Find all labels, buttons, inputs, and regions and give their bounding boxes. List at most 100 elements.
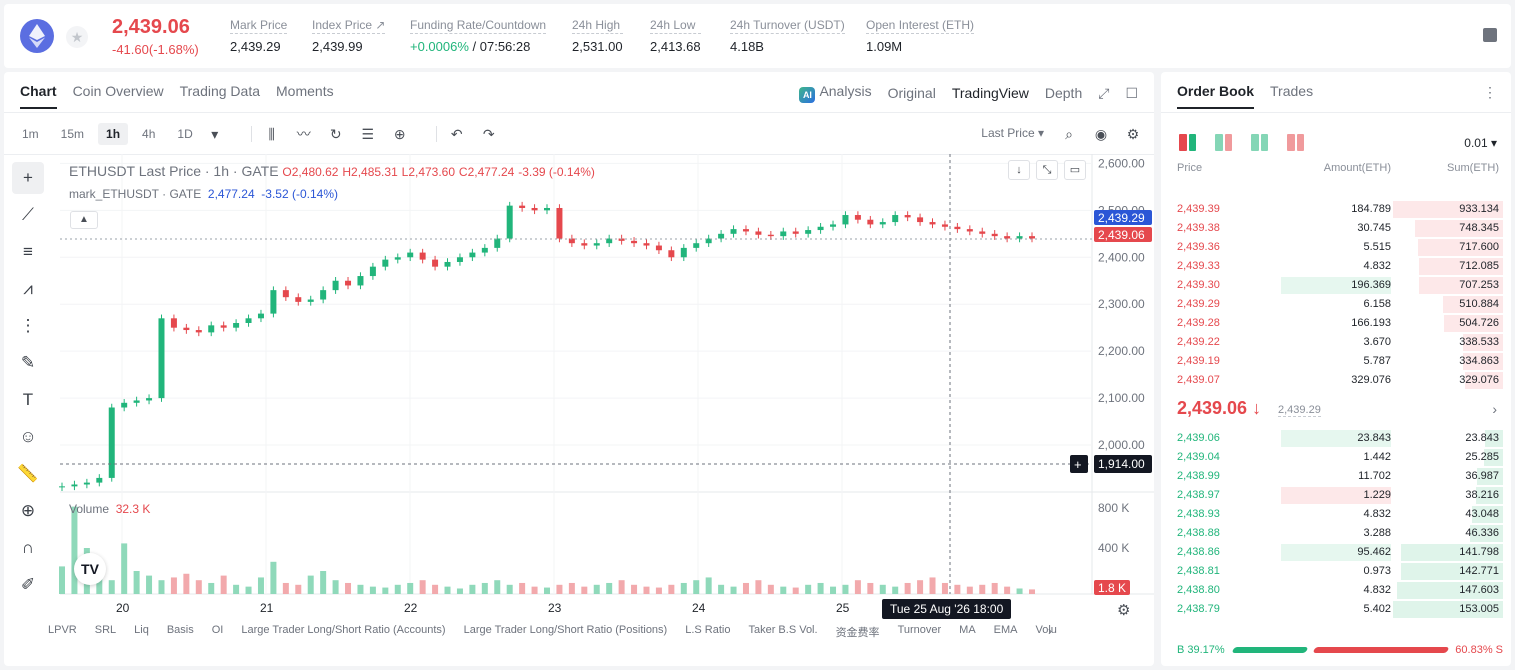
favorite-star-icon[interactable]: ★: [66, 26, 88, 48]
ask-row[interactable]: 2,439.33 4.832 712.085: [1161, 257, 1511, 276]
timeframe-1h[interactable]: 1h: [98, 123, 129, 145]
indicator-ls-positions[interactable]: Large Trader Long/Short Ratio (Positions…: [463, 624, 668, 636]
text-tool-icon[interactable]: T: [22, 390, 34, 409]
mode-asks-icon[interactable]: [1287, 134, 1304, 151]
indicator-ma[interactable]: MA: [959, 624, 976, 636]
ask-row[interactable]: 2,439.39 184.789 933.134: [1161, 200, 1511, 219]
price-type-select[interactable]: Last Price ▾: [981, 126, 1044, 140]
indicator-taker-vol[interactable]: Taker B.S Vol.: [748, 624, 818, 636]
tab-chart[interactable]: Chart: [20, 83, 57, 109]
ruler-icon[interactable]: 📏: [17, 464, 39, 483]
bid-amount-highlight: [1281, 544, 1391, 561]
scroll-down-icon[interactable]: ↓: [1008, 160, 1030, 180]
bid-row[interactable]: 2,438.80 4.832 147.603: [1161, 581, 1511, 600]
expand-icon[interactable]: ⤢: [1098, 84, 1110, 101]
ask-row[interactable]: 2,439.07 329.076 329.076: [1161, 371, 1511, 390]
horizontal-lines-icon[interactable]: ≡: [23, 242, 33, 261]
fib-icon[interactable]: ⋮: [19, 316, 37, 335]
view-tradingview[interactable]: TradingView: [951, 85, 1029, 101]
settings-gear-icon[interactable]: ⚙: [1126, 126, 1140, 142]
book-icon[interactable]: [1483, 28, 1497, 42]
tab-trading-data[interactable]: Trading Data: [179, 83, 261, 99]
candle-body: [394, 257, 401, 260]
bid-row[interactable]: 2,438.79 5.402 153.005: [1161, 600, 1511, 619]
collapse-icon[interactable]: ⤡: [1036, 160, 1058, 180]
bid-row[interactable]: 2,438.99 11.702 36.987: [1161, 467, 1511, 486]
refresh-icon[interactable]: ↻: [329, 126, 342, 142]
ask-row[interactable]: 2,439.28 166.193 504.726: [1161, 314, 1511, 333]
ask-row[interactable]: 2,439.22 3.670 338.533: [1161, 333, 1511, 352]
ask-row[interactable]: 2,439.30 196.369 707.253: [1161, 276, 1511, 295]
bid-row[interactable]: 2,438.93 4.832 43.048: [1161, 505, 1511, 524]
indicator-liq[interactable]: Liq: [134, 624, 149, 636]
bid-row[interactable]: 2,439.06 23.843 23.843: [1161, 429, 1511, 448]
indicator-ls-ratio[interactable]: L.S Ratio: [685, 624, 731, 636]
ask-row[interactable]: 2,439.36 5.515 717.600: [1161, 238, 1511, 257]
timeframe-15m[interactable]: 15m: [60, 127, 85, 141]
mode-both-icon[interactable]: [1179, 134, 1196, 151]
ask-row[interactable]: 2,439.19 5.787 334.863: [1161, 352, 1511, 371]
mark-price-tag: [1094, 210, 1152, 225]
indicator-srl[interactable]: SRL: [94, 624, 117, 636]
brush-icon[interactable]: ✎: [20, 353, 36, 372]
emoji-icon[interactable]: ☺: [19, 427, 37, 446]
tab-moments[interactable]: Moments: [276, 83, 334, 99]
zoom-in-icon[interactable]: ⊕: [20, 501, 36, 520]
more-options-icon[interactable]: ⋮: [1483, 84, 1497, 100]
templates-icon[interactable]: ☰: [361, 126, 375, 142]
add-indicator-icon[interactable]: ⊕: [393, 126, 406, 142]
mode-both-alt-icon[interactable]: [1215, 134, 1232, 151]
indicators-icon[interactable]: 〰: [296, 126, 311, 142]
chevron-right-icon[interactable]: ›: [1492, 401, 1497, 417]
stat-index-price[interactable]: Index Price ↗ 2,439.99: [312, 18, 386, 54]
bid-price: 2,438.99: [1177, 470, 1220, 482]
indicator-oi[interactable]: OI: [211, 624, 224, 636]
timeframe-4h[interactable]: 4h: [142, 127, 156, 141]
indicator-funding-rate[interactable]: 资金费率: [835, 627, 880, 639]
ask-row[interactable]: 2,439.38 30.745 748.345: [1161, 219, 1511, 238]
redo-icon[interactable]: ↷: [482, 126, 495, 142]
indicator-ema[interactable]: EMA: [993, 624, 1018, 636]
precision-select[interactable]: 0.01 ▾: [1464, 136, 1497, 150]
indicator-basis[interactable]: Basis: [166, 624, 194, 636]
magnet-icon[interactable]: ∩: [21, 538, 35, 557]
bid-row[interactable]: 2,439.04 1.442 25.285: [1161, 448, 1511, 467]
trend-line-icon[interactable]: ⟋: [22, 205, 34, 224]
timeframe-dropdown-icon[interactable]: ▾: [211, 126, 219, 142]
window-icon[interactable]: ☐: [1125, 84, 1138, 101]
pattern-icon[interactable]: ⩘: [23, 279, 33, 298]
search-icon[interactable]: ⌕: [1065, 126, 1073, 142]
view-analysis[interactable]: AI Analysis: [799, 83, 872, 103]
bid-row[interactable]: 2,438.97 1.229 38.216: [1161, 486, 1511, 505]
view-depth[interactable]: Depth: [1044, 85, 1083, 101]
ask-row[interactable]: 2,439.29 6.158 510.884: [1161, 295, 1511, 314]
timeframe-1m[interactable]: 1m: [22, 127, 39, 141]
pencil-lock-icon[interactable]: ✐: [20, 575, 36, 594]
indicator-volume[interactable]: Volu: [1035, 624, 1057, 636]
view-original[interactable]: Original: [887, 85, 936, 101]
candle-type-icon[interactable]: ⫼: [268, 126, 275, 142]
mode-bids-icon[interactable]: [1251, 134, 1268, 151]
axis-settings-icon[interactable]: ⚙: [1117, 602, 1131, 619]
ask-amount: 329.076: [1351, 374, 1391, 386]
tab-trades[interactable]: Trades: [1270, 83, 1314, 99]
stat-funding-rate: Funding Rate/Countdown +0.0006% / 07:56:…: [410, 18, 547, 54]
chevron-right-icon[interactable]: ›: [1048, 624, 1052, 638]
candle-body: [158, 318, 165, 399]
bid-row[interactable]: 2,438.88 3.288 46.336: [1161, 524, 1511, 543]
tab-order-book[interactable]: Order Book: [1177, 83, 1255, 109]
bid-row[interactable]: 2,438.86 95.462 141.798: [1161, 543, 1511, 562]
tab-coin-overview[interactable]: Coin Overview: [72, 83, 164, 99]
camera-icon[interactable]: ◉: [1094, 126, 1108, 142]
crosshair-icon[interactable]: +: [12, 162, 44, 194]
indicator-ls-accounts[interactable]: Large Trader Long/Short Ratio (Accounts): [241, 624, 446, 636]
indicator-turnover[interactable]: Turnover: [897, 624, 942, 636]
bid-row[interactable]: 2,438.81 0.973 142.771: [1161, 562, 1511, 581]
indicator-lpvr[interactable]: LPVR: [48, 624, 77, 636]
undo-icon[interactable]: ↶: [450, 126, 463, 142]
price-chart[interactable]: 2,600.002,500.002,400.002,300.002,200.00…: [4, 72, 1154, 666]
tradingview-logo[interactable]: TV: [74, 553, 106, 585]
screen-icon[interactable]: ▭: [1064, 160, 1086, 180]
timeframe-1d[interactable]: 1D: [177, 127, 193, 141]
collapse-legend-icon[interactable]: ▲: [70, 211, 98, 229]
